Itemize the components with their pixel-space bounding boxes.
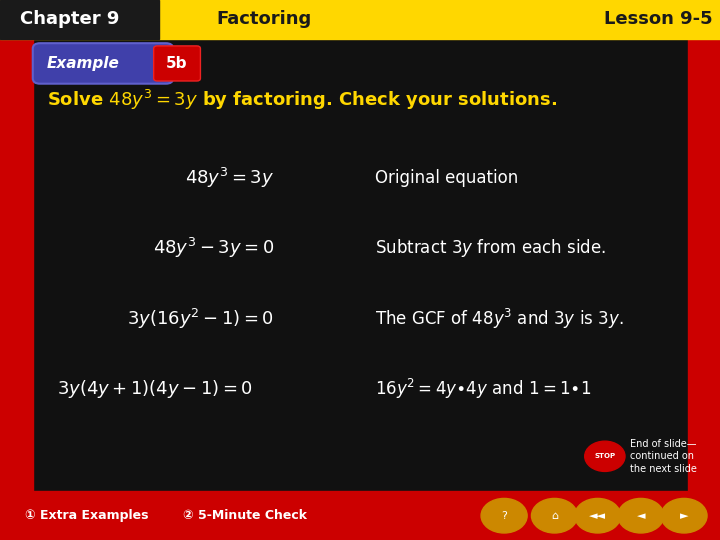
Text: The GCF of $48y^3$ and $3y$ is $3y$.: The GCF of $48y^3$ and $3y$ is $3y$. (374, 307, 624, 330)
FancyBboxPatch shape (32, 43, 173, 84)
Text: ◄: ◄ (636, 511, 645, 521)
Text: STOP: STOP (594, 453, 616, 460)
Text: Solve $48y^3 = 3y$ by factoring. Check your solutions.: Solve $48y^3 = 3y$ by factoring. Check y… (47, 88, 557, 112)
Text: ?: ? (501, 511, 507, 521)
Text: Example: Example (47, 56, 120, 71)
Text: $3y(4y+1)(4y-1) = 0$: $3y(4y+1)(4y-1) = 0$ (57, 378, 252, 400)
Text: ⌂: ⌂ (551, 511, 558, 521)
Circle shape (618, 498, 664, 533)
Bar (1, 39, 32, 491)
Bar (1, 0, 158, 39)
Text: Subtract $3y$ from each side.: Subtract $3y$ from each side. (374, 238, 606, 259)
Circle shape (481, 498, 527, 533)
Bar (1, 491, 720, 540)
Text: $3y(16y^2 - 1) = 0$: $3y(16y^2 - 1) = 0$ (127, 307, 274, 330)
Text: $16y^2 = 4y{\bullet}4y$ and $1 = 1{\bullet}1$: $16y^2 = 4y{\bullet}4y$ and $1 = 1{\bull… (374, 377, 591, 401)
Bar (1, 0, 720, 39)
FancyBboxPatch shape (153, 46, 200, 81)
Text: ① Extra Examples: ① Extra Examples (25, 509, 148, 522)
Text: ►: ► (680, 511, 688, 521)
Text: End of slide—
continued on
the next slide: End of slide— continued on the next slid… (630, 439, 697, 474)
Circle shape (661, 498, 707, 533)
Text: 5b: 5b (166, 56, 187, 71)
Text: Factoring: Factoring (216, 10, 312, 29)
Circle shape (585, 441, 625, 471)
Text: ◄◄: ◄◄ (589, 511, 606, 521)
Text: ② 5-Minute Check: ② 5-Minute Check (183, 509, 307, 522)
Text: Original equation: Original equation (374, 169, 518, 187)
Circle shape (531, 498, 577, 533)
Text: $48y^3 - 3y = 0$: $48y^3 - 3y = 0$ (153, 237, 274, 260)
Text: Chapter 9: Chapter 9 (20, 10, 120, 29)
Bar (688, 39, 720, 491)
Bar (32, 39, 688, 491)
Circle shape (575, 498, 621, 533)
Text: Lesson 9-5: Lesson 9-5 (604, 10, 713, 29)
Text: $48y^3 = 3y$: $48y^3 = 3y$ (184, 166, 274, 190)
